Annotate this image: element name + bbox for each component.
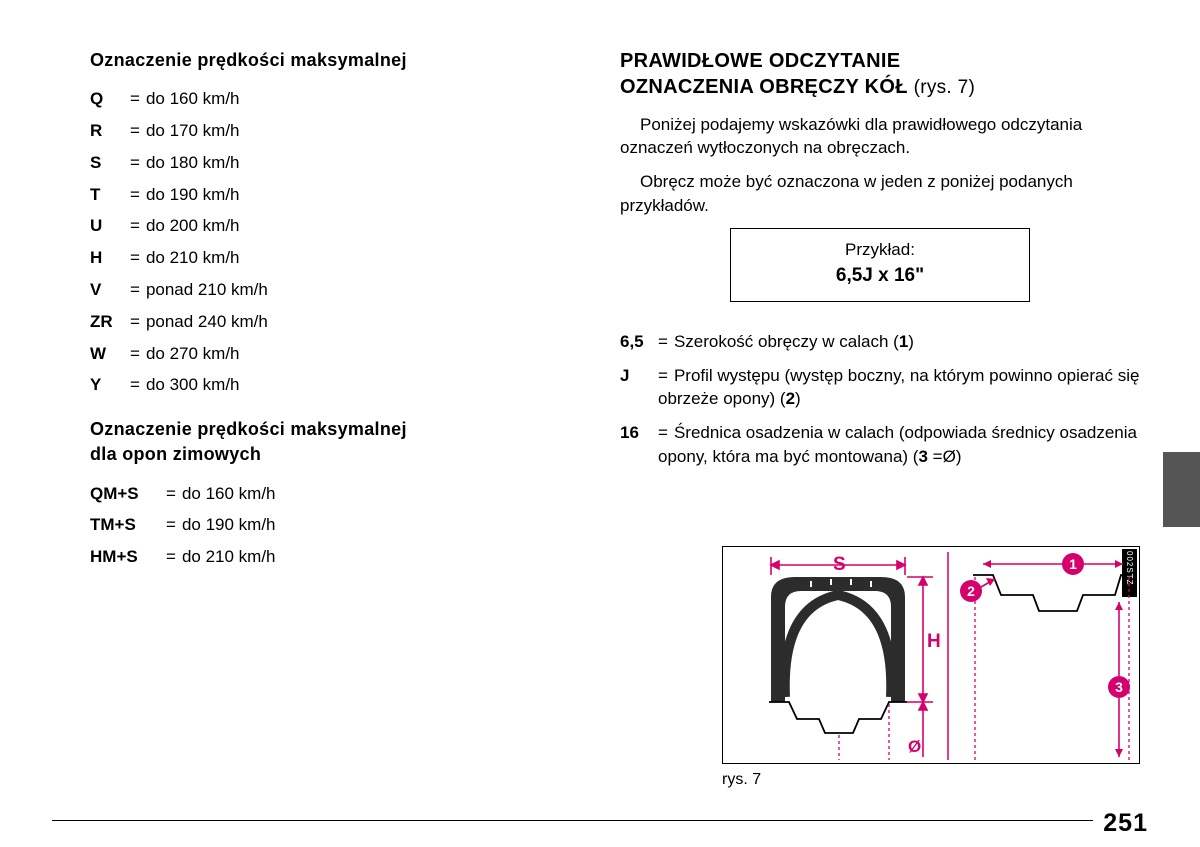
winter-list: QM+S=do 160 km/h TM+S=do 190 km/h HM+S=d…	[90, 482, 570, 569]
definition-list: 6,5 =Szerokość obręczy w calach (1) J =P…	[620, 330, 1140, 469]
para-1: Poniżej podajemy wskazówki dla prawidłow…	[620, 113, 1140, 161]
rim-diagram: S H Ø	[723, 547, 1141, 765]
page-number: 251	[1093, 806, 1148, 841]
figure-box: 002STZ	[722, 546, 1140, 764]
svg-text:Ø: Ø	[908, 737, 921, 756]
svg-text:3: 3	[1115, 679, 1123, 695]
figure-caption: rys. 7	[722, 769, 1140, 791]
svg-text:H: H	[927, 631, 941, 652]
para-2: Obręcz może być oznaczona w jeden z poni…	[620, 170, 1140, 218]
speed-list: Q=do 160 km/h R=do 170 km/h S=do 180 km/…	[90, 87, 570, 397]
speed-code: Q	[90, 87, 130, 111]
rim-heading: PRAWIDŁOWE ODCZYTANIE OZNACZENIA OBRĘCZY…	[620, 48, 1140, 101]
example-box: Przykład: 6,5J x 16"	[730, 228, 1030, 302]
svg-text:1: 1	[1069, 556, 1077, 572]
right-column: PRAWIDŁOWE ODCZYTANIE OZNACZENIA OBRĘCZY…	[620, 48, 1140, 589]
page-footer: 251	[52, 820, 1148, 821]
speed-value: do 160 km/h	[146, 87, 240, 111]
winter-heading: Oznaczenie prędkości maksymalnej dla opo…	[90, 417, 570, 467]
side-tab	[1163, 452, 1200, 527]
svg-text:S: S	[833, 554, 846, 575]
figure-7: 002STZ	[722, 546, 1140, 791]
left-column: Oznaczenie prędkości maksymalnej Q=do 16…	[90, 48, 570, 589]
speed-heading: Oznaczenie prędkości maksymalnej	[90, 48, 570, 73]
svg-text:2: 2	[967, 583, 975, 599]
